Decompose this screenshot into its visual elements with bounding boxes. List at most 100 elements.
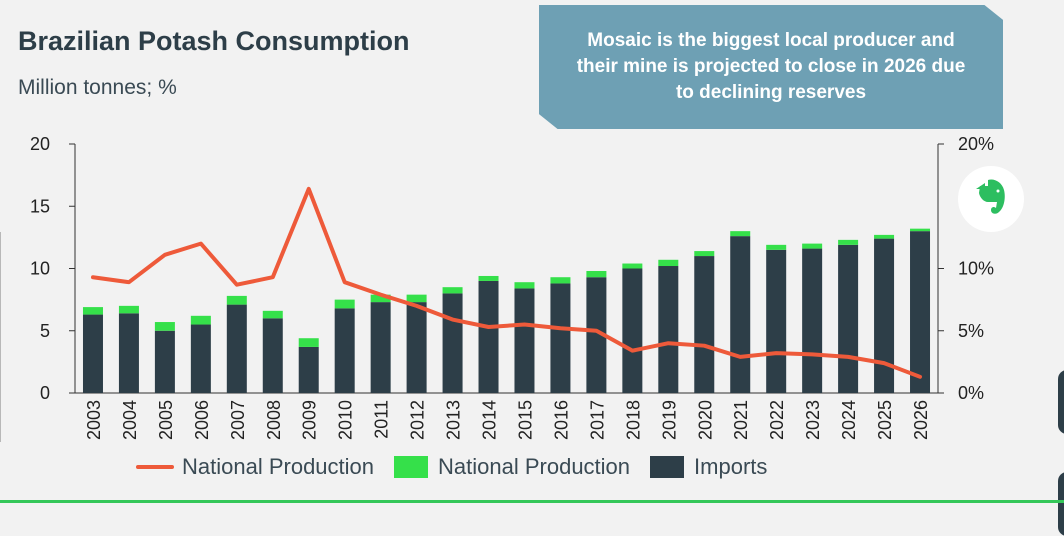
chart-title: Brazilian Potash Consumption [18, 26, 410, 56]
legend-swatch-green [394, 456, 429, 478]
bar-national-production [694, 251, 715, 257]
x-tick-label: 2020 [695, 400, 715, 440]
legend-item-production-bar: National Production [394, 454, 630, 480]
bar-national-production [82, 307, 103, 315]
bar-national-production [154, 322, 175, 331]
chart-legend: National Production National Production … [136, 454, 787, 480]
edge-decoration [1058, 472, 1064, 536]
bar-national-production [838, 239, 859, 245]
bar-imports [190, 324, 211, 393]
bar-national-production [370, 294, 391, 303]
bar-imports [838, 244, 859, 393]
bar-imports [262, 318, 283, 393]
edge-decoration [1058, 370, 1064, 434]
evernote-icon [976, 179, 1005, 214]
right-tick-label: 20% [958, 134, 994, 154]
callout-text: Mosaic is the biggest local producer and… [576, 30, 966, 103]
x-tick-label: 2012 [408, 400, 428, 440]
x-tick-label: 2021 [731, 400, 751, 440]
bar-imports [154, 330, 175, 393]
x-tick-label: 2011 [372, 400, 392, 439]
bar-national-production [226, 295, 247, 305]
x-tick-label: 2022 [767, 400, 787, 440]
x-tick-label: 2024 [839, 400, 859, 440]
evernote-button[interactable] [958, 166, 1024, 232]
x-tick-label: 2023 [803, 400, 823, 440]
bar-imports [514, 288, 535, 393]
bar-imports [622, 268, 643, 393]
left-divider [0, 232, 1, 442]
x-tick-label: 2019 [659, 400, 679, 440]
bar-national-production [478, 275, 499, 281]
bar-imports [82, 314, 103, 393]
left-tick-label: 0 [40, 383, 50, 403]
potash-chart: 0 5 10 15 20 0% 5% 10% 20% 2003 2004 2005 2006 2007 20… [30, 134, 994, 440]
bar-imports [370, 302, 391, 393]
bar-imports [298, 346, 319, 393]
x-tick-label: 2026 [911, 400, 931, 440]
line-national-production [90, 186, 923, 379]
bar-national-production [730, 231, 751, 237]
x-tick-label: 2010 [336, 400, 356, 440]
x-tick-label: 2003 [84, 400, 104, 440]
x-tick-label: 2008 [264, 400, 284, 440]
legend-item-production-line: National Production [136, 454, 374, 480]
bar-national-production [118, 305, 139, 314]
bar-imports [874, 238, 895, 393]
right-tick-label: 5% [958, 321, 984, 341]
bar-national-production [334, 299, 355, 309]
bar-national-production [874, 234, 895, 239]
x-tick-label: 2018 [623, 400, 643, 440]
chart-subtitle: Million tonnes; % [18, 76, 177, 99]
bar-national-production [262, 310, 283, 319]
bar-national-production [622, 263, 643, 269]
x-tick-label: 2013 [444, 400, 464, 440]
bar-imports [406, 302, 427, 393]
left-tick-label: 5 [40, 321, 50, 341]
bar-national-production [190, 315, 211, 325]
bar-imports [910, 231, 931, 393]
left-tick-label: 15 [30, 196, 50, 216]
bar-national-production [514, 282, 535, 289]
legend-label: National Production [438, 454, 631, 479]
x-tick-label: 2014 [480, 400, 500, 440]
bar-imports [694, 256, 715, 393]
bar-imports [226, 304, 247, 393]
bar-imports [550, 283, 571, 393]
bar-imports [586, 277, 607, 393]
bar-national-production [586, 270, 607, 278]
bar-national-production [442, 287, 463, 294]
left-tick-label: 20 [30, 134, 50, 154]
x-tick-label: 2016 [551, 400, 571, 440]
right-tick-label: 0% [958, 383, 984, 403]
bar-national-production [910, 228, 931, 232]
callout-box: Mosaic is the biggest local producer and… [539, 5, 1003, 129]
bottom-accent-rule [0, 500, 1064, 503]
legend-swatch-dark [650, 456, 685, 478]
bar-imports [118, 313, 139, 393]
bar-national-production [766, 244, 787, 250]
x-tick-label: 2005 [156, 400, 176, 440]
bar-imports [334, 308, 355, 393]
right-tick-label: 10% [958, 259, 994, 279]
x-tick-label: 2015 [515, 400, 535, 440]
x-tick-label: 2025 [875, 400, 895, 440]
bar-national-production [658, 259, 679, 267]
x-tick-label: 2017 [587, 400, 607, 440]
bar-imports [766, 249, 787, 393]
legend-swatch-line [136, 465, 174, 469]
bar-imports [442, 293, 463, 393]
legend-label: Imports [694, 454, 768, 479]
x-tick-label: 2006 [192, 400, 212, 440]
bar-imports [658, 266, 679, 393]
bar-imports [478, 280, 499, 393]
x-tick-label: 2004 [120, 400, 140, 440]
bar-national-production [550, 277, 571, 284]
legend-label: National Production [182, 454, 375, 479]
bar-national-production [406, 294, 427, 303]
bar-national-production [298, 338, 319, 347]
bar-national-production [802, 243, 823, 249]
legend-item-imports: Imports [650, 454, 767, 480]
x-tick-label: 2007 [228, 400, 248, 440]
left-tick-label: 10 [30, 259, 50, 279]
